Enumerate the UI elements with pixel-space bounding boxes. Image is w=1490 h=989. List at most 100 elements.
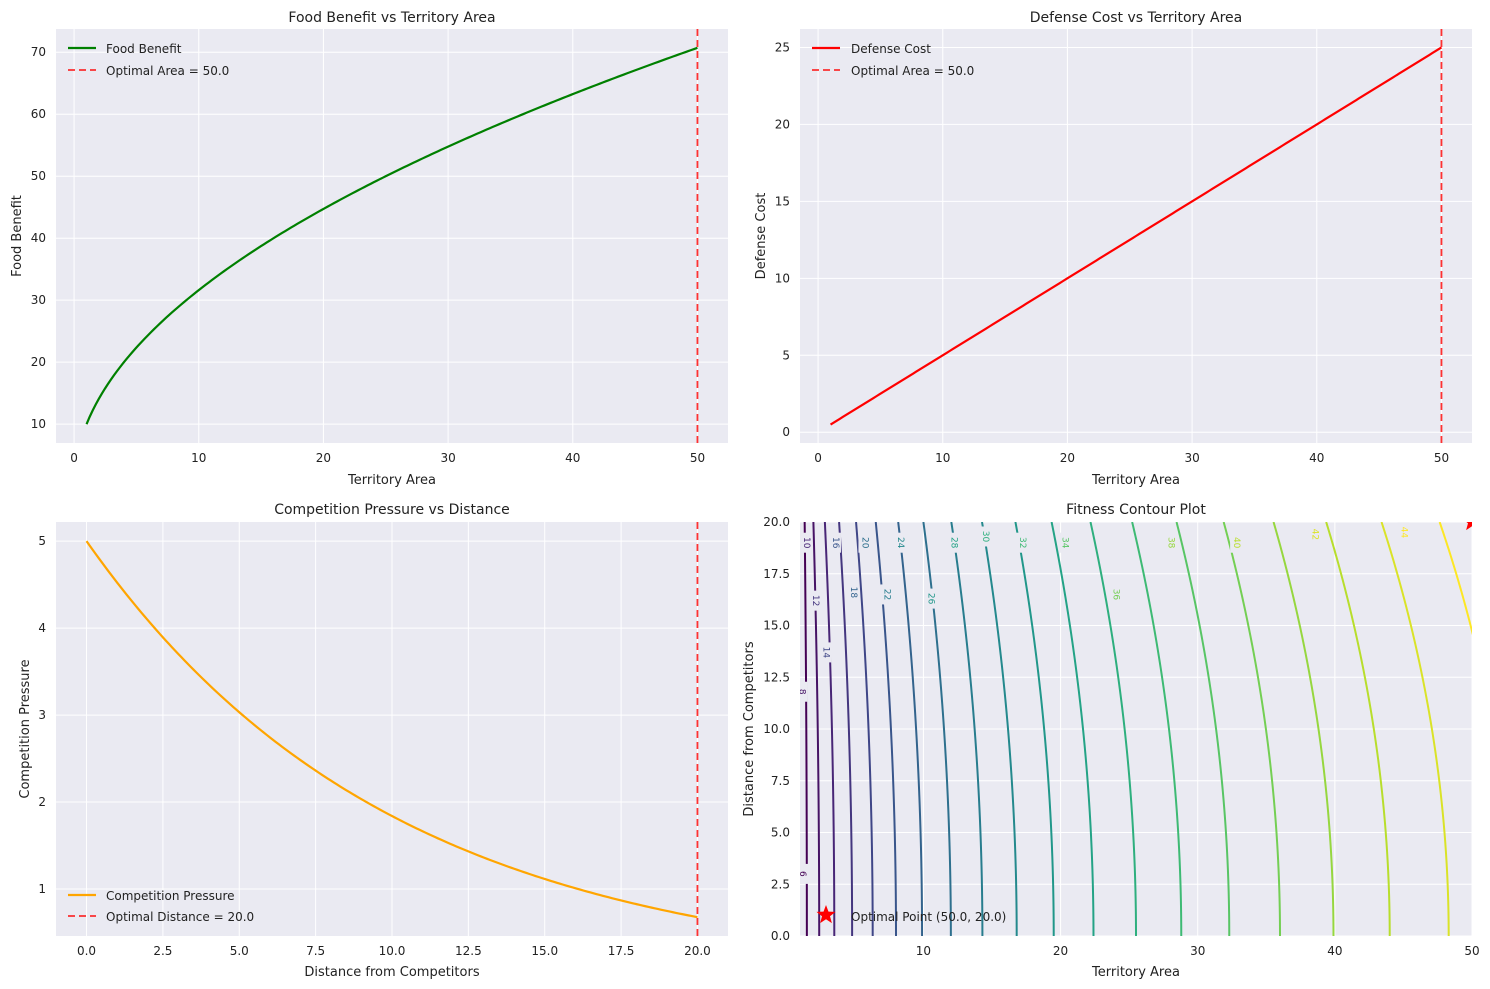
contour-label-bg (894, 532, 907, 553)
contour-line-14 (855, 522, 874, 936)
y-axis-label: Competition Pressure (18, 659, 33, 798)
y-tick-label: 40 (31, 231, 46, 245)
x-tick-label: 12.5 (455, 944, 482, 958)
x-tick-label: 0 (70, 451, 78, 465)
contour-label: 36 (1110, 589, 1120, 601)
contour-label-bg (858, 532, 871, 553)
contour-label-bg (1164, 532, 1177, 553)
y-axis-label: Distance from Competitors (742, 641, 757, 816)
y-tick-label: 15.0 (763, 619, 790, 633)
series-line-competition-pressure (85, 540, 698, 919)
x-ticks: 10 20 30 40 50 (916, 944, 1480, 958)
contour-label: 42 (1309, 529, 1319, 540)
contour-label: 14 (820, 647, 830, 659)
y-tick-label: 0 (782, 425, 790, 439)
y-tick-label: 15 (775, 194, 790, 208)
y-tick-label: 4 (38, 621, 46, 635)
contour-label-bg (828, 532, 841, 553)
x-tick-label: 40 (1309, 451, 1324, 465)
contour-line-26 (1014, 522, 1055, 936)
contour-label-bg (1308, 524, 1321, 545)
legend-label-optimal-area: Optimal Area = 50.0 (106, 64, 229, 78)
y-tick-label: 10 (775, 271, 790, 285)
y-tick-label: 10.0 (763, 722, 790, 736)
contour-label-bg (947, 532, 960, 553)
panel-competition-pressure: 0.0 2.5 5.0 7.5 10.0 12.5 15.0 17.5 20.0 1 2 3 4 5 C… (18, 502, 728, 980)
contour-line-34 (1175, 522, 1231, 936)
x-tick-label: 15.0 (531, 944, 558, 958)
legend-label-optimal-area: Optimal Area = 50.0 (851, 64, 974, 78)
legend: Defense Cost Optimal Area = 50.0 (812, 42, 974, 78)
y-tick-label: 3 (38, 708, 46, 722)
x-tick-label: 7.5 (306, 944, 325, 958)
legend-star-icon (816, 905, 836, 924)
contour-line-10 (823, 522, 836, 936)
optimal-point-star-icon (1466, 522, 1472, 531)
panel-food-benefit: 0 10 20 30 40 50 10 20 30 40 50 60 70 Food Benefit … (10, 10, 728, 488)
contour-line-40 (1325, 522, 1391, 936)
contour-label: 16 (830, 537, 840, 549)
y-tick-label: 70 (31, 45, 46, 59)
contour-label: 40 (1231, 537, 1241, 549)
y-tick-label: 12.5 (763, 670, 790, 684)
x-axis-label: Territory Area (347, 473, 436, 488)
x-tick-label: 17.5 (608, 944, 635, 958)
x-ticks: 0.0 2.5 5.0 7.5 10.0 12.5 15.0 17.5 20.0 (77, 944, 711, 958)
chart-title: Defense Cost vs Territory Area (1030, 10, 1242, 26)
x-axis-label: Territory Area (1091, 965, 1180, 980)
y-tick-label: 5.0 (771, 826, 790, 840)
legend: Optimal Point (50.0, 20.0) (816, 905, 1006, 924)
series-line-defense-cost (829, 46, 1443, 426)
x-tick-label: 10 (935, 451, 950, 465)
y-tick-label: 25 (775, 40, 790, 54)
x-tick-label: 30 (1190, 944, 1205, 958)
legend-label-competition-pressure: Competition Pressure (106, 889, 235, 903)
contour-label: 8 (796, 689, 806, 695)
y-tick-label: 10 (31, 417, 46, 431)
y-tick-label: 2 (38, 795, 46, 809)
x-tick-label: 40 (1327, 944, 1342, 958)
contour-label-bg (880, 584, 893, 605)
x-tick-label: 2.5 (153, 944, 172, 958)
legend-label-defense-cost: Defense Cost (851, 42, 931, 56)
contour-line-28 (1050, 522, 1095, 936)
x-tick-label: 10.0 (379, 944, 406, 958)
legend-label-optimal-point: Optimal Point (50.0, 20.0) (851, 910, 1006, 924)
contour-label: 26 (925, 593, 935, 605)
contour-label: 38 (1165, 537, 1175, 549)
y-tick-label: 0.0 (771, 929, 790, 943)
y-ticks: 1 2 3 4 5 (38, 534, 46, 896)
y-ticks: 0 5 10 15 20 25 (775, 40, 790, 439)
contour-line-12 (838, 522, 854, 936)
contour-label: 12 (810, 595, 820, 606)
contour-line-18 (897, 522, 924, 936)
x-tick-label: 5.0 (230, 944, 249, 958)
x-tick-label: 50 (690, 451, 705, 465)
contour-label: 18 (848, 587, 858, 599)
y-tick-label: 5 (782, 348, 790, 362)
y-tick-label: 17.5 (763, 567, 790, 581)
contour-label-bg (809, 590, 822, 611)
y-ticks: 10 20 30 40 50 60 70 (31, 45, 46, 431)
contour-line-38 (1272, 522, 1335, 936)
contour-label-bg (1397, 522, 1410, 543)
contour-label: 32 (1017, 537, 1027, 548)
contour-label: 24 (895, 537, 905, 549)
x-tick-label: 20.0 (684, 944, 711, 958)
contour-line-42 (1380, 522, 1450, 936)
x-tick-label: 40 (565, 451, 580, 465)
x-tick-label: 10 (916, 944, 931, 958)
contour-line-22 (950, 522, 984, 936)
contour-line-30 (1089, 522, 1137, 936)
contour-line-24 (981, 522, 1018, 936)
contour-label: 44 (1398, 527, 1408, 539)
y-tick-label: 1 (38, 882, 46, 896)
contour-line-32 (1131, 522, 1183, 936)
contour-label-bg (1016, 532, 1029, 553)
contour-label: 10 (801, 537, 811, 549)
plot-area (56, 29, 728, 443)
x-tick-label: 50 (1434, 451, 1449, 465)
contour-line-36 (1222, 522, 1281, 936)
contour-label-bg (1109, 584, 1122, 605)
y-tick-label: 5 (38, 534, 46, 548)
